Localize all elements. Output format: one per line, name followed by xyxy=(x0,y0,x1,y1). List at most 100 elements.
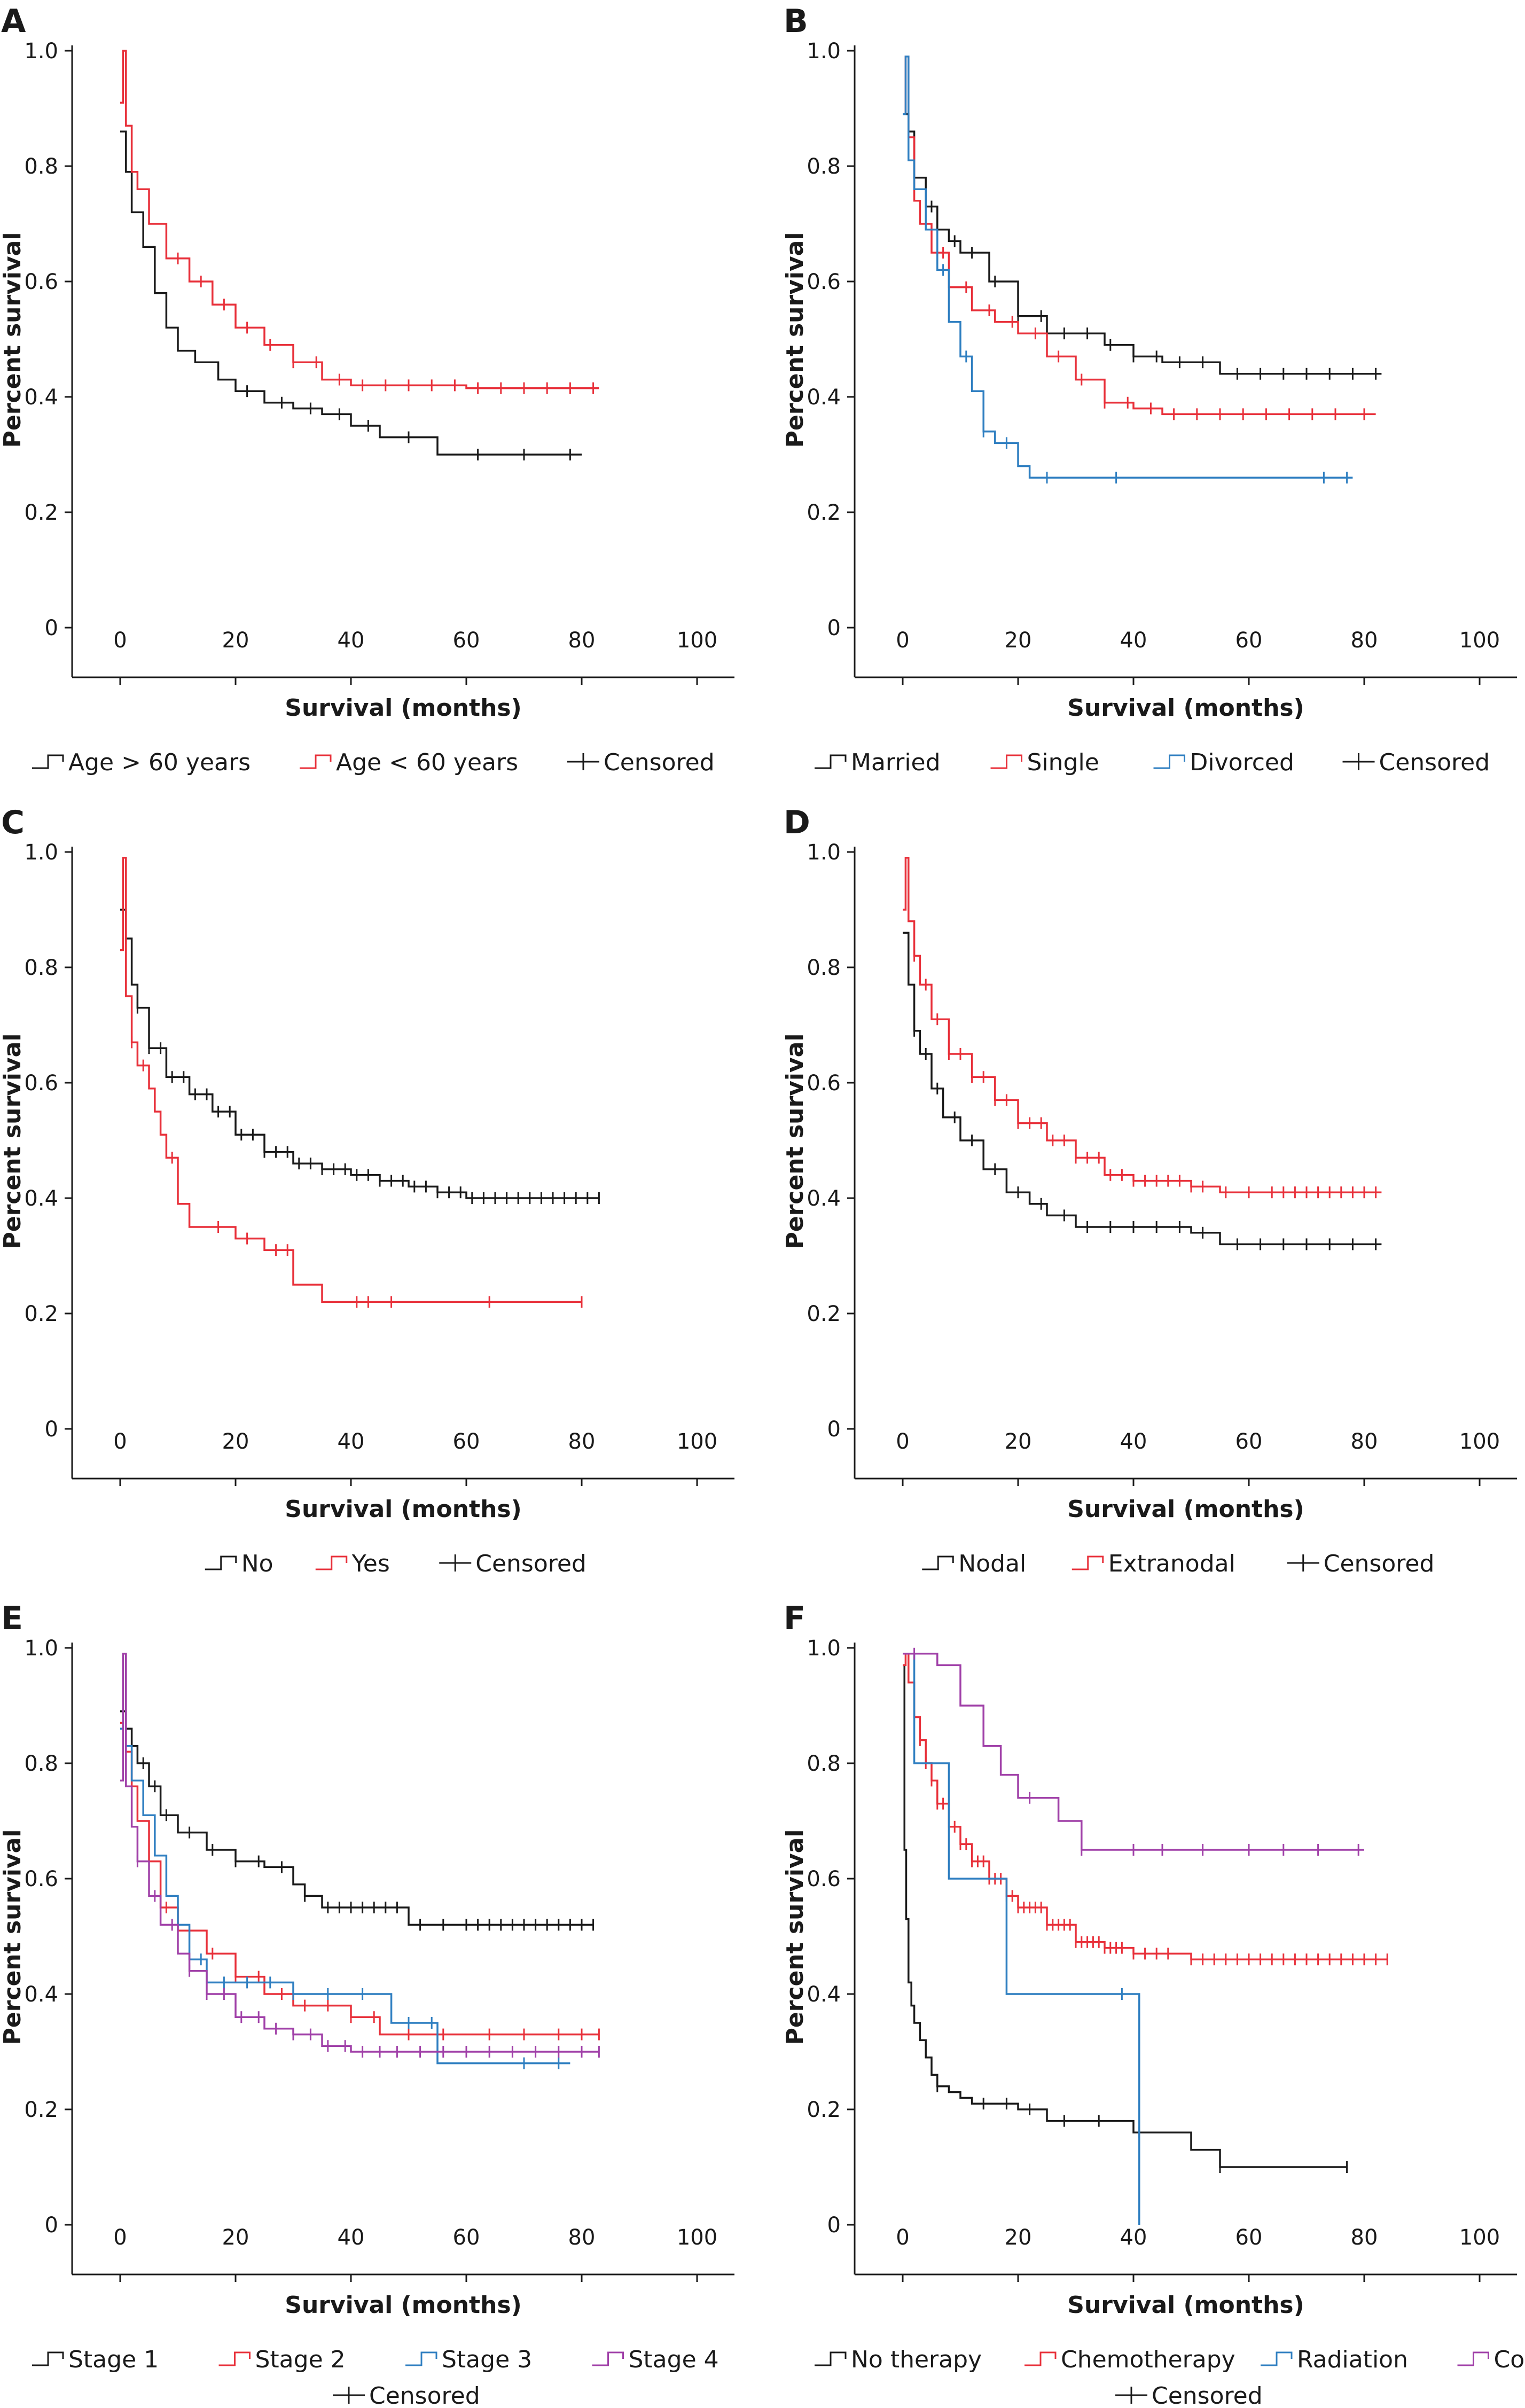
legend-item: Yes xyxy=(316,1550,390,1577)
y-axis-title: Percent survival xyxy=(781,1034,809,1249)
x-tick-label: 60 xyxy=(453,628,480,653)
legend-item: Censored xyxy=(333,2382,480,2408)
legend-swatch xyxy=(205,1557,236,1569)
legend-label: Combined therapy xyxy=(1494,2346,1525,2373)
legend-label: Censored xyxy=(1152,2382,1263,2408)
legend-item: Stage 4 xyxy=(592,2346,719,2373)
legend-label: Stage 2 xyxy=(255,2346,346,2373)
legend-item: Combined therapy xyxy=(1458,2346,1525,2373)
survival-curve-2 xyxy=(903,858,1381,1192)
y-tick-label: 1.0 xyxy=(24,1636,58,1661)
legend-item: Married xyxy=(815,749,941,776)
y-tick-label: 0.6 xyxy=(24,1071,58,1096)
x-tick-label: 40 xyxy=(338,2225,365,2250)
y-tick-label: 0.2 xyxy=(24,2098,58,2122)
panel-c: C 0 0.2 0.4 0.6 0.8 1.0 0 20 40 60 80 100 Survival (m… xyxy=(0,804,734,1577)
panel-b: B 0 0.2 0.4 0.6 0.8 1.0 0 20 40 60 80 100 Survival (m… xyxy=(781,3,1517,776)
panel-letter: A xyxy=(1,3,26,40)
survival-curve-2 xyxy=(903,57,1376,415)
y-tick-label: 1.0 xyxy=(807,1636,841,1661)
y-tick-label: 0.2 xyxy=(807,1302,841,1326)
legend-swatch xyxy=(32,755,63,768)
legend: Married Single Divorced Censored xyxy=(815,749,1490,776)
x-tick-label: 0 xyxy=(113,1429,127,1454)
legend-item: Stage 1 xyxy=(32,2346,159,2373)
x-tick-label: 100 xyxy=(1459,628,1500,653)
legend-swatch xyxy=(300,755,331,768)
x-axis-title: Survival (months) xyxy=(285,2292,521,2319)
survival-curve-4 xyxy=(903,1654,1364,1850)
legend-label: Extranodal xyxy=(1108,1550,1235,1577)
panel-letter: C xyxy=(1,804,25,841)
legend-item: Age > 60 years xyxy=(32,749,251,776)
panel-letter: E xyxy=(1,1600,23,1637)
x-tick-label: 20 xyxy=(1005,1429,1032,1454)
legend-item: Divorced xyxy=(1154,749,1294,776)
panel-letter: B xyxy=(784,3,808,40)
y-tick-label: 0.4 xyxy=(807,1982,841,2007)
legend: Age > 60 years Age < 60 years Censored xyxy=(32,749,715,776)
legend-item: Single xyxy=(991,749,1099,776)
legend-label: Stage 1 xyxy=(68,2346,159,2373)
legend-swatch xyxy=(815,755,846,768)
survival-curve-2 xyxy=(120,51,599,388)
legend-swatch xyxy=(1261,2352,1292,2365)
legend-item: No therapy xyxy=(815,2346,982,2373)
x-axis-title: Survival (months) xyxy=(285,694,521,722)
legend-item: Stage 3 xyxy=(405,2346,532,2373)
x-tick-label: 0 xyxy=(896,628,909,653)
legend: No therapyChemotherapyRadiationCombined … xyxy=(815,2346,1525,2408)
x-axis-title: Survival (months) xyxy=(1067,2292,1304,2319)
legend-swatch xyxy=(922,1557,953,1569)
y-tick-label: 0.2 xyxy=(24,1302,58,1326)
legend-item: Radiation xyxy=(1261,2346,1408,2373)
y-tick-label: 1.0 xyxy=(807,39,841,64)
survival-curve-1 xyxy=(120,131,582,455)
x-tick-label: 20 xyxy=(222,1429,249,1454)
y-tick-label: 0 xyxy=(45,1417,58,1442)
y-tick-label: 0.4 xyxy=(807,1186,841,1211)
panel-a: A 0 0.2 0.4 0.6 0.8 1.0 0 20 40 60 80 100 Survival (m… xyxy=(0,3,734,776)
survival-curve-1 xyxy=(120,1711,593,1925)
legend-swatch xyxy=(316,1557,347,1569)
x-tick-label: 60 xyxy=(1235,2225,1263,2250)
legend-label: Age > 60 years xyxy=(68,749,251,776)
survival-curve-3 xyxy=(120,1654,570,2063)
y-tick-label: 0.6 xyxy=(807,270,841,294)
panel-e: E00.20.40.60.81.00 20 40 60 80 100Survival (m… xyxy=(0,1600,734,2408)
x-tick-label: 20 xyxy=(1005,2225,1032,2250)
legend: Stage 1 Stage 2 Stage 3 Stage 4 Censored xyxy=(32,2346,719,2408)
y-tick-label: 1.0 xyxy=(24,840,58,865)
x-tick-label: 20 xyxy=(1005,628,1032,653)
x-tick-label: 80 xyxy=(568,2225,596,2250)
y-tick-label: 0.8 xyxy=(24,1752,58,1776)
y-tick-label: 0.4 xyxy=(24,385,58,410)
legend-label: No xyxy=(241,1550,273,1577)
legend-item: Censored xyxy=(439,1550,586,1577)
legend: No Yes Censored xyxy=(205,1550,586,1577)
legend-item: Age < 60 years xyxy=(300,749,518,776)
legend-swatch xyxy=(405,2352,436,2365)
x-tick-label: 40 xyxy=(1120,628,1147,653)
x-tick-label: 80 xyxy=(1351,2225,1378,2250)
legend-label: Censored xyxy=(369,2382,480,2408)
panel-f: F00.20.40.60.81.00 20 40 60 80 100Survival (m… xyxy=(781,1600,1525,2408)
x-tick-label: 40 xyxy=(1120,1429,1147,1454)
legend-swatch xyxy=(991,755,1022,768)
x-tick-label: 20 xyxy=(222,2225,249,2250)
legend-swatch xyxy=(1458,2352,1489,2365)
legend-swatch xyxy=(1154,755,1185,768)
survival-curve-1 xyxy=(903,933,1381,1244)
legend-item: Censored xyxy=(1115,2382,1263,2408)
x-axis-title: Survival (months) xyxy=(285,1496,521,1523)
y-tick-label: 0 xyxy=(45,616,58,640)
legend-item: Censored xyxy=(1287,1550,1435,1577)
legend-label: Age < 60 years xyxy=(336,749,518,776)
x-tick-label: 0 xyxy=(113,2225,127,2250)
y-tick-label: 0.6 xyxy=(807,1867,841,1891)
y-tick-label: 0.8 xyxy=(24,956,58,980)
y-tick-label: 0.6 xyxy=(24,1867,58,1891)
legend-label: No therapy xyxy=(851,2346,982,2373)
survival-curve-2 xyxy=(120,1654,599,2035)
y-tick-label: 0.6 xyxy=(807,1071,841,1096)
